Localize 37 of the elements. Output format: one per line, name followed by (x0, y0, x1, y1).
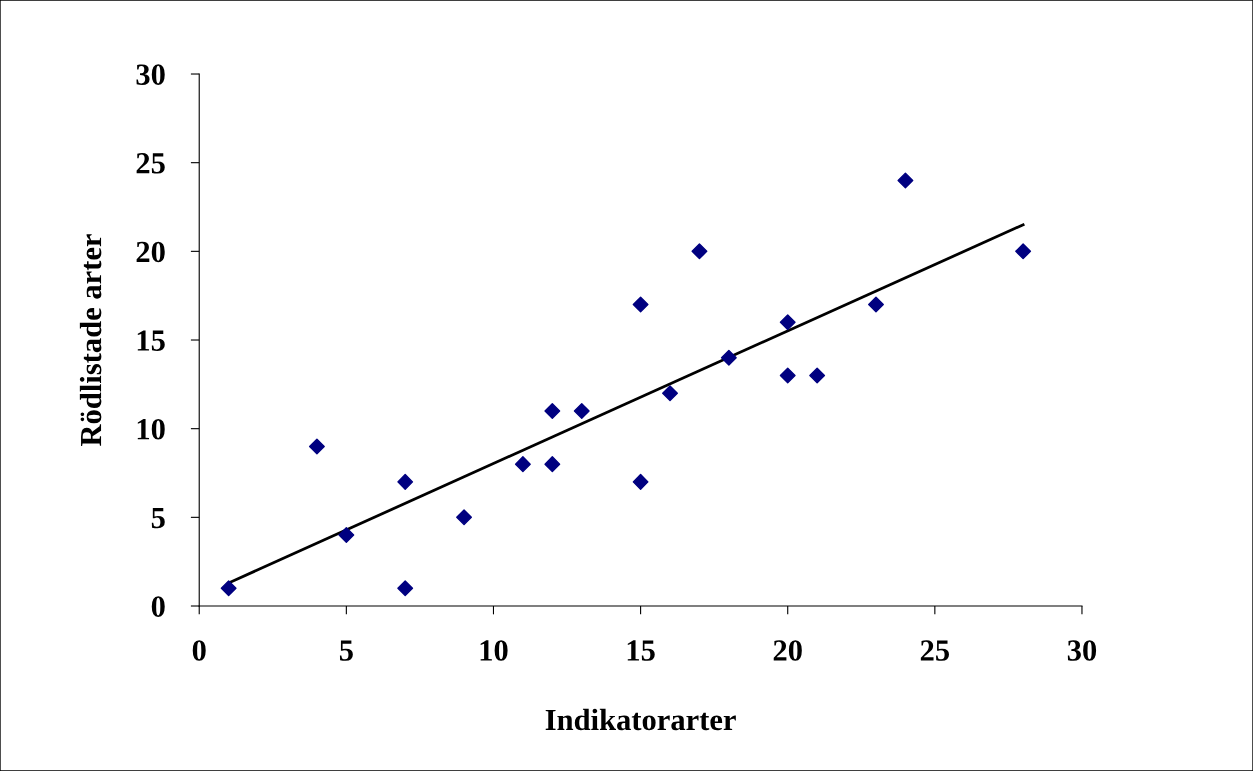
y-tick-label: 25 (136, 153, 165, 174)
y-tick-label: 20 (136, 241, 165, 263)
point (308, 438, 325, 455)
x-tick-label: 25 (920, 640, 949, 661)
y-tick-label: 0 (151, 596, 165, 617)
point (573, 402, 590, 419)
point (662, 385, 678, 402)
x-tick-label: 5 (339, 640, 353, 661)
point (779, 314, 796, 331)
point (544, 456, 561, 473)
x-tick-label: 15 (627, 640, 655, 661)
point (632, 296, 649, 313)
x-tick-label: 0 (192, 640, 206, 661)
point (897, 172, 914, 189)
point (338, 527, 355, 544)
x-axis-title: Indikatorarter (545, 708, 736, 731)
point (220, 580, 237, 597)
y-tick-label: 15 (137, 330, 165, 351)
point (397, 580, 414, 597)
point (1015, 243, 1032, 260)
y-tick-label: 10 (137, 418, 165, 440)
point (809, 367, 826, 384)
y-tick-label: 30 (136, 64, 165, 85)
point (779, 367, 796, 384)
x-tick-label: 30 (1067, 640, 1097, 661)
x-tick-label: 20 (773, 640, 802, 661)
point (868, 296, 884, 313)
y-axis-title: Rödlistade arter (79, 234, 102, 446)
point (691, 243, 708, 260)
point (544, 402, 561, 419)
point (720, 349, 737, 366)
point (397, 473, 414, 490)
y-tick-label: 5 (151, 507, 165, 529)
point (632, 473, 649, 490)
x-tick-label: 10 (480, 640, 508, 661)
point (456, 509, 473, 526)
point (514, 456, 531, 473)
